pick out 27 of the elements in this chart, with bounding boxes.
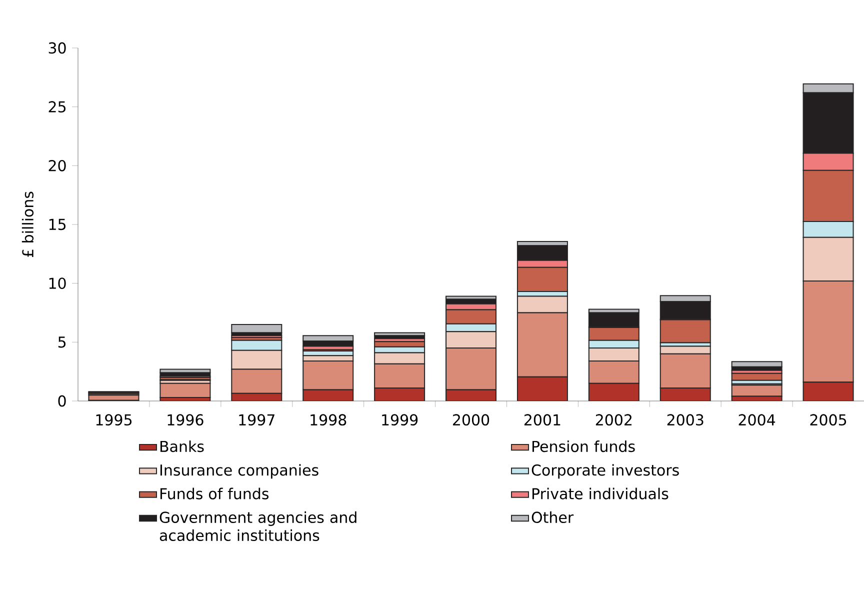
- legend-label: Insurance companies: [160, 464, 318, 479]
- legend-label: Corporate investors: [532, 464, 679, 479]
- x-tick-label: 2005: [810, 414, 846, 426]
- x-tick-label: 1998: [310, 414, 346, 426]
- legend-label: Private individuals: [532, 488, 668, 500]
- x-tick-label: 2003: [667, 414, 704, 426]
- x-tick-label: 2002: [596, 414, 632, 426]
- x-tick-label: 1996: [168, 414, 204, 426]
- x-tick-label: 1997: [239, 414, 274, 426]
- legend-label: Other: [532, 511, 574, 524]
- x-tick-label: 2000: [453, 414, 490, 426]
- legend-label: Banks: [160, 440, 204, 452]
- y-tick-label: 30: [48, 42, 66, 54]
- x-tick-label: 1995: [96, 414, 132, 426]
- legend-label: Pension funds: [532, 440, 635, 452]
- y-tick-label: 25: [48, 101, 66, 112]
- y-tick-label: 5: [58, 336, 66, 348]
- y-tick-label: 20: [48, 160, 66, 172]
- x-tick-label: 2004: [738, 414, 776, 426]
- x-tick-label: 1999: [382, 414, 418, 426]
- y-tick-label: 0: [58, 395, 66, 407]
- legend-label: Funds of funds: [160, 488, 269, 500]
- legend-label: Government agencies and academic institutions: [160, 511, 356, 542]
- x-tick-label: 2001: [524, 414, 560, 426]
- y-axis-title: £ billions: [22, 192, 34, 258]
- y-tick-label: 10: [49, 278, 66, 289]
- y-tick-label: 15: [49, 218, 66, 230]
